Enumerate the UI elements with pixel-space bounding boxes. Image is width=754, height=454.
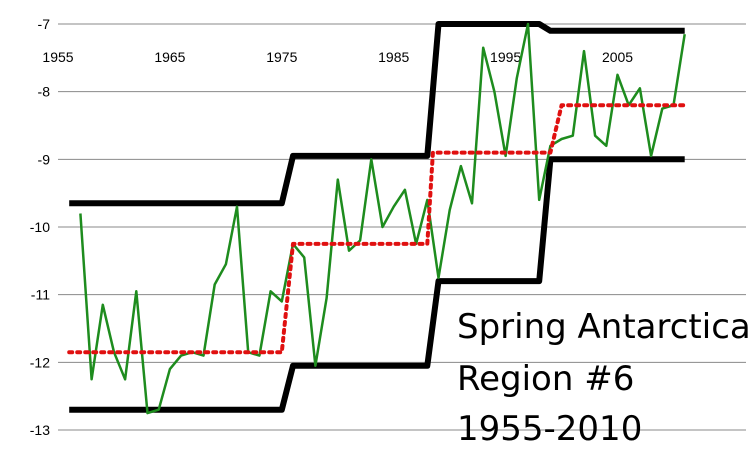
- x-tick-label: 1985: [378, 49, 409, 65]
- x-tick-label: 1995: [490, 49, 521, 65]
- annotation-line-1: Spring Antarctica: [457, 307, 751, 347]
- grid-lines: [58, 23, 746, 431]
- y-tick-label: -12: [30, 354, 50, 370]
- series-lines: [67, 21, 687, 415]
- series-line-mean: [67, 103, 687, 355]
- y-tick-label: -13: [30, 422, 50, 438]
- y-axis-tick-labels: -7 -8 -9 -10 -11 -12 -13: [30, 16, 50, 438]
- x-tick-label: 2005: [602, 49, 633, 65]
- x-axis-tick-labels: 1955 1965 1975 1985 1995 2005: [42, 49, 633, 65]
- series-line-lower-bound: [69, 156, 685, 413]
- annotation: Spring Antarctica Region #6 1955-2010: [457, 307, 751, 449]
- annotation-line-2: Region #6: [457, 359, 634, 399]
- x-tick-label: 1955: [42, 49, 73, 65]
- x-tick-label: 1965: [154, 49, 185, 65]
- annotation-line-3: 1955-2010: [457, 409, 642, 449]
- y-tick-label: -10: [30, 219, 50, 235]
- x-tick-label: 1975: [266, 49, 297, 65]
- y-tick-label: -8: [38, 84, 51, 100]
- series-line-observed: [79, 22, 686, 415]
- y-tick-label: -7: [38, 16, 51, 32]
- y-tick-label: -9: [38, 151, 51, 167]
- y-tick-label: -11: [31, 287, 50, 303]
- series-line-upper-bound: [69, 21, 685, 207]
